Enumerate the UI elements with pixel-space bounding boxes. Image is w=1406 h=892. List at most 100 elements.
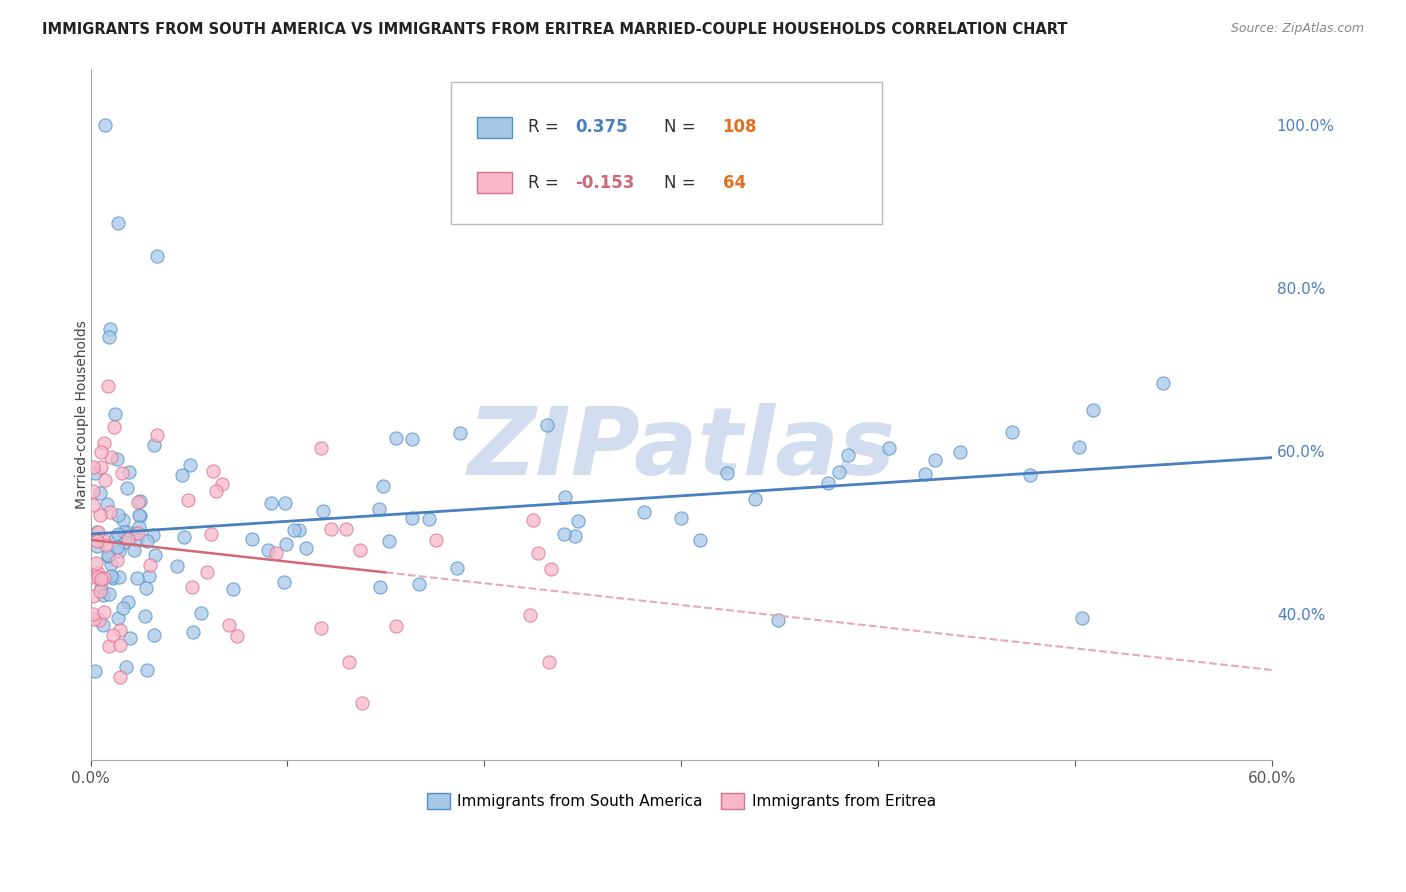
Point [101, 628, 124, 642]
Point [97, 379, 120, 393]
Point [108, 638, 131, 652]
Point [240, 532, 263, 546]
Point [120, 631, 142, 645]
Point [273, 574, 295, 589]
Point [97, 548, 120, 562]
Point [86, 534, 108, 549]
Point [107, 611, 129, 625]
Point [111, 466, 134, 480]
Point [540, 562, 562, 576]
Point [1001, 425, 1024, 439]
Point [256, 542, 278, 557]
Point [112, 525, 135, 540]
Point [200, 527, 222, 541]
Point [101, 571, 124, 585]
Point [837, 448, 859, 462]
Point [108, 544, 131, 558]
Point [564, 529, 586, 543]
Text: ZIPatlas: ZIPatlas [467, 403, 896, 495]
Point [90, 445, 112, 459]
Text: R =: R = [527, 174, 564, 192]
Point [180, 580, 202, 594]
Point [93, 588, 115, 602]
Point [90, 572, 112, 586]
Y-axis label: Married-couple Households: Married-couple Households [76, 320, 90, 509]
Point [309, 442, 332, 456]
Point [104, 531, 127, 545]
Point [114, 660, 136, 674]
Point [177, 493, 200, 508]
Point [96, 497, 118, 511]
Point [145, 249, 167, 263]
Point [98, 330, 121, 344]
Point [84, 557, 107, 571]
Point [283, 524, 305, 538]
Point [128, 520, 150, 534]
Point [949, 444, 972, 458]
Point [93, 605, 115, 619]
Point [136, 663, 159, 677]
Point [107, 216, 129, 230]
FancyBboxPatch shape [477, 172, 512, 193]
Point [567, 514, 589, 528]
Point [87, 566, 110, 581]
Point [97, 549, 120, 563]
Point [117, 524, 139, 539]
Point [181, 624, 204, 639]
Text: 64: 64 [723, 174, 745, 192]
Point [401, 511, 423, 525]
Point [117, 532, 139, 546]
Point [98, 505, 121, 519]
Text: R =: R = [527, 119, 564, 136]
Point [373, 479, 395, 493]
Point [716, 466, 738, 480]
Point [377, 534, 399, 549]
Point [309, 621, 332, 635]
Point [93, 474, 115, 488]
Point [368, 502, 391, 516]
Point [108, 670, 131, 684]
Point [103, 419, 125, 434]
Point [115, 481, 138, 495]
Point [142, 528, 165, 542]
Point [90, 581, 112, 595]
Point [127, 495, 149, 509]
Point [288, 523, 311, 537]
Point [166, 558, 188, 573]
Point [134, 608, 156, 623]
Point [114, 535, 136, 549]
Point [418, 512, 440, 526]
Point [97, 639, 120, 653]
Point [446, 560, 468, 574]
Point [127, 571, 149, 585]
Point [260, 496, 283, 510]
Point [105, 540, 128, 554]
Point [93, 436, 115, 450]
Point [368, 580, 391, 594]
FancyBboxPatch shape [477, 117, 512, 137]
Point [122, 542, 145, 557]
Point [87, 570, 110, 584]
Point [538, 655, 561, 669]
Point [274, 496, 297, 510]
Point [82, 484, 104, 499]
Point [86, 525, 108, 540]
Point [408, 577, 430, 591]
Point [1069, 440, 1091, 454]
Text: N =: N = [664, 119, 700, 136]
Point [129, 493, 152, 508]
Point [1019, 467, 1042, 482]
Point [190, 606, 212, 620]
Point [125, 526, 148, 541]
Point [689, 533, 711, 548]
Point [522, 513, 544, 527]
Point [143, 628, 166, 642]
Point [135, 581, 157, 595]
Point [118, 465, 141, 479]
Point [107, 570, 129, 584]
Point [86, 539, 108, 553]
Text: N =: N = [664, 174, 700, 192]
Point [83, 570, 105, 584]
Point [226, 629, 249, 643]
Point [128, 508, 150, 523]
